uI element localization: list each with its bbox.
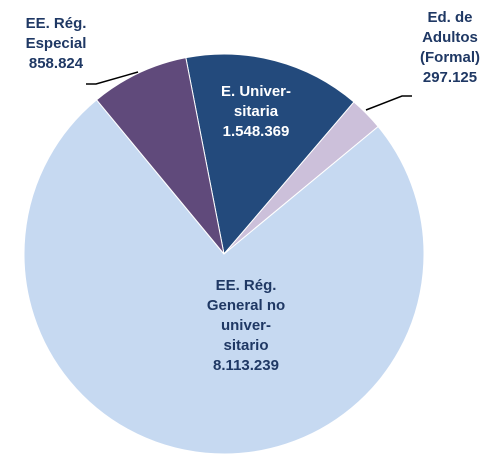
slice-label: EE. Rég. [26, 15, 87, 32]
slice-label: univer- [221, 317, 271, 334]
pie-slice [185, 53, 355, 256]
slice-label: General no [207, 297, 285, 314]
value-label: 8.113.239 [213, 357, 279, 374]
value-label: 297.125 [423, 69, 477, 86]
slice-label: sitaria [234, 103, 279, 120]
leader-line [86, 71, 139, 85]
slice-label: Ed. de [427, 9, 472, 26]
pie-slice [23, 99, 425, 454]
slice-label: E. Univer- [221, 83, 291, 100]
slice-label: sitario [223, 337, 268, 354]
leader-line [365, 95, 412, 111]
slice-label: Adultos [422, 29, 478, 46]
value-label: 858.824 [29, 55, 84, 72]
pie-slice [95, 57, 225, 255]
slice-label: EE. Rég. [216, 277, 277, 294]
slice-label: Especial [26, 35, 87, 52]
slice-label: (Formal) [420, 49, 480, 66]
value-label: 1.548.369 [223, 123, 290, 140]
